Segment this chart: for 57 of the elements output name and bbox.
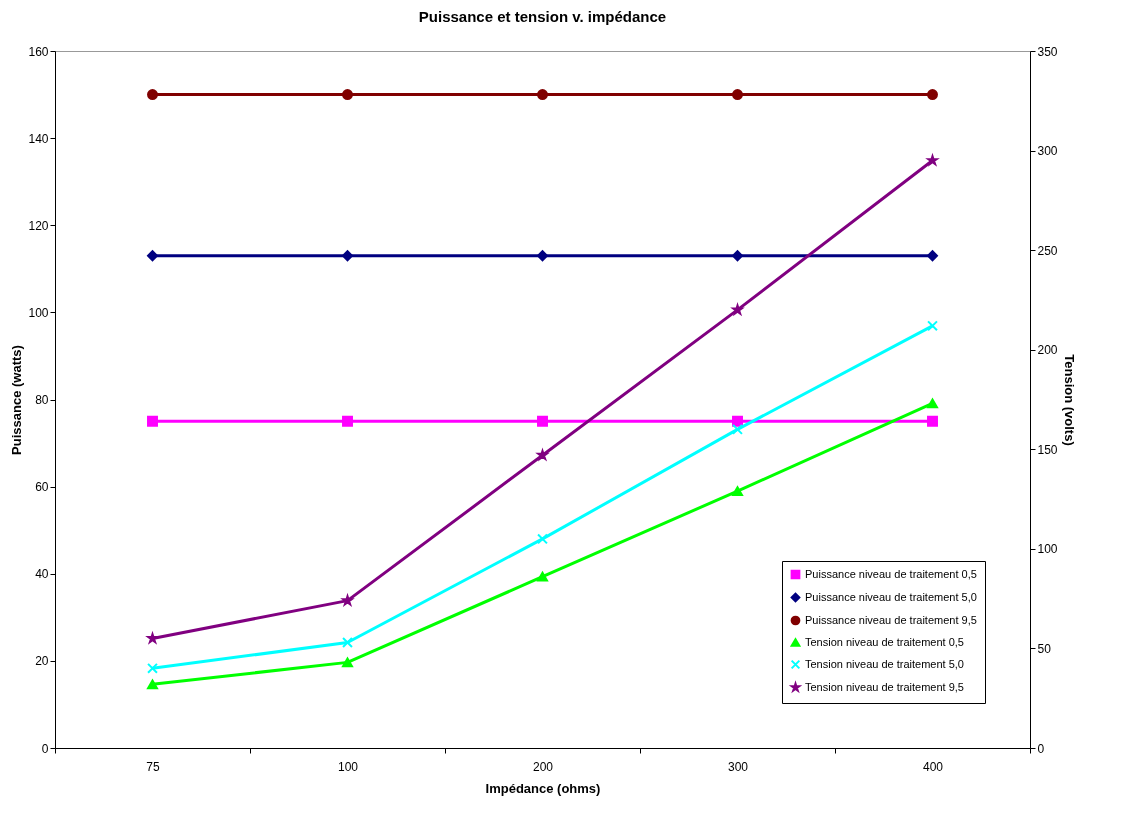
y-axis-title: Puissance (watts) (9, 345, 25, 455)
point (927, 398, 938, 409)
point (732, 89, 743, 101)
chart-title: Puissance et tension v. impédance (418, 8, 667, 25)
point (537, 89, 548, 101)
point (147, 89, 158, 101)
y2-axis-title: Tension (volts) (1061, 354, 1077, 446)
y2-tick-label: 50 (1037, 641, 1052, 656)
legend-label: Tension niveau de traitement 5,0 (805, 657, 964, 670)
x-tick-label: 75 (146, 759, 160, 774)
y-tick-label: 60 (35, 480, 49, 495)
point (927, 320, 938, 332)
point (147, 662, 158, 674)
y-tick-label: 100 (28, 305, 49, 320)
y2-tick-label: 100 (1037, 542, 1058, 557)
y2-tick-label: 350 (1037, 44, 1058, 59)
legend-label: Tension niveau de traitement 9,5 (805, 680, 964, 693)
y-tick-label: 140 (28, 131, 49, 146)
point (342, 636, 353, 648)
point (927, 250, 938, 262)
legend-label: Tension niveau de traitement 0,5 (805, 635, 964, 648)
legend-label: Puissance niveau de traitement 0,5 (805, 567, 977, 580)
y2-tick-label: 0 (1037, 741, 1045, 756)
y-tick-label: 40 (35, 567, 49, 582)
point (732, 250, 743, 262)
point (732, 486, 743, 496)
point (537, 571, 548, 582)
y-tick-label: 20 (35, 654, 49, 669)
y2-tick-label: 250 (1037, 243, 1058, 258)
legend-label: Puissance niveau de traitement 5,0 (805, 590, 977, 603)
point (342, 415, 353, 427)
y-tick-label: 160 (28, 44, 49, 59)
y2-tick-label: 150 (1037, 442, 1058, 457)
x-tick-label: 300 (727, 759, 749, 774)
point (537, 533, 548, 545)
point (342, 89, 353, 101)
point (342, 657, 353, 668)
y-tick-label: 120 (28, 218, 49, 233)
x-axis-title: Impédance (ohms) (485, 780, 601, 796)
y2-tick-label: 300 (1037, 144, 1058, 159)
point (732, 415, 743, 427)
point (927, 415, 938, 427)
point (537, 250, 548, 262)
x-tick-label: 100 (337, 759, 359, 774)
point (732, 423, 743, 435)
point (147, 250, 158, 262)
point (537, 415, 548, 427)
point (342, 250, 353, 262)
y-tick-label: 0 (41, 741, 49, 756)
y-tick-label: 80 (35, 393, 49, 407)
x-tick-label: 200 (532, 759, 554, 774)
point (147, 415, 158, 427)
point (927, 89, 938, 101)
legend-label: Puissance niveau de traitement 9,5 (805, 613, 977, 626)
y2-tick-label: 200 (1037, 343, 1058, 358)
x-tick-label: 400 (922, 759, 944, 774)
point (147, 679, 158, 690)
